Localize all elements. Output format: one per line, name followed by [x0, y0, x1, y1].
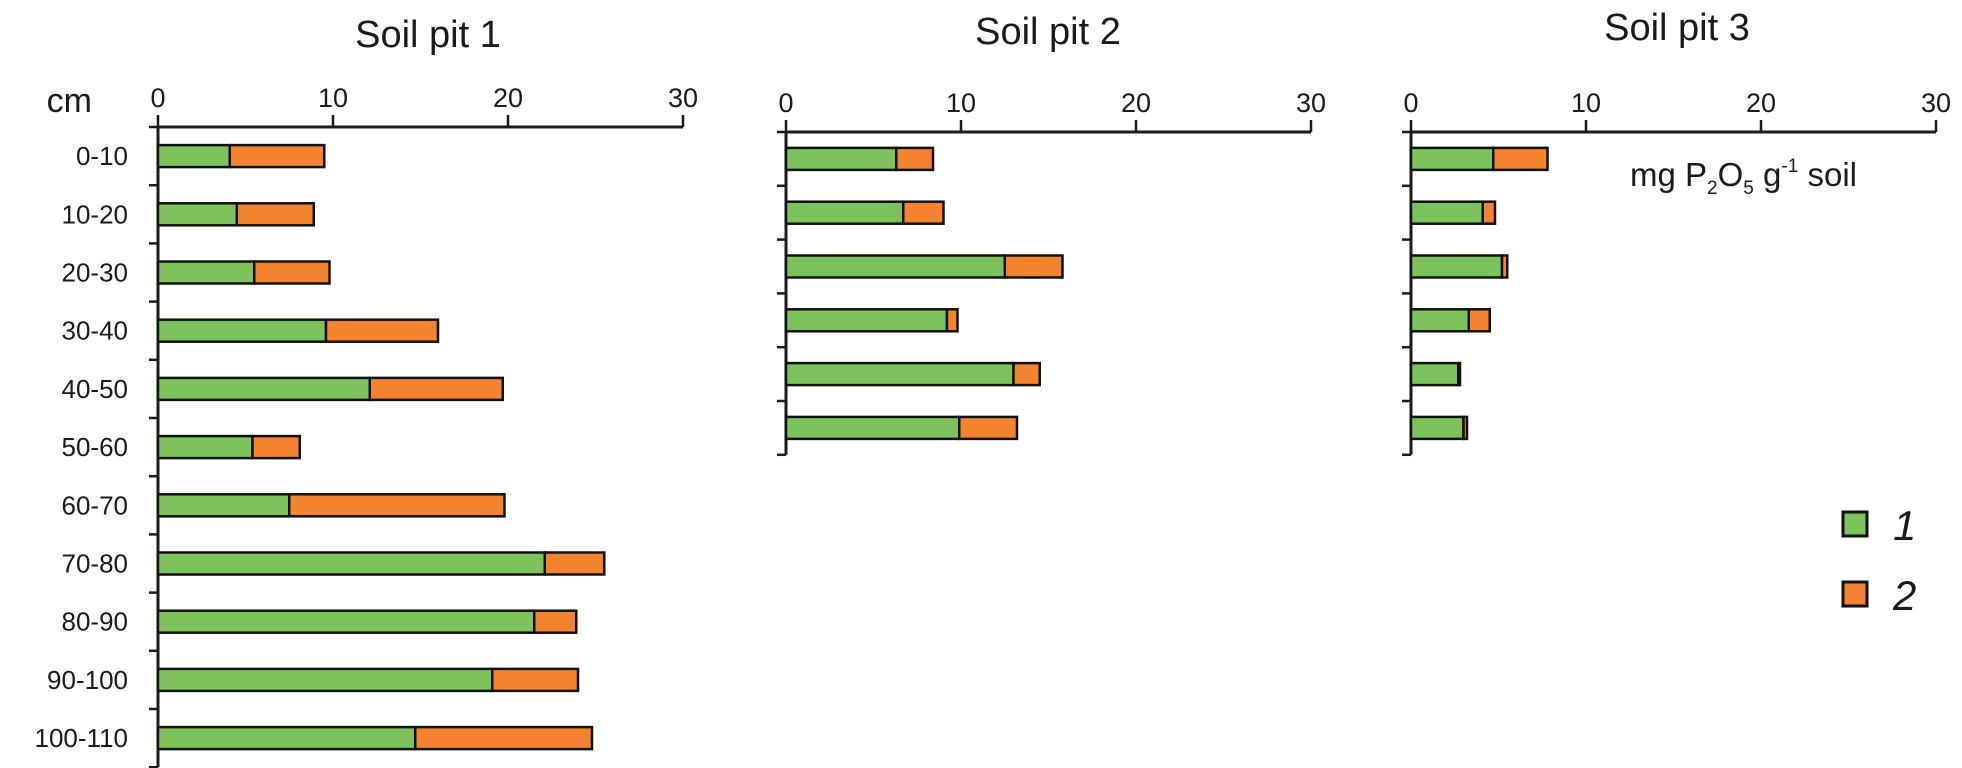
category-label: 40-50: [62, 374, 129, 404]
x-tick-label: 10: [946, 88, 976, 118]
category-label: 80-90: [62, 607, 129, 637]
x-tick-label: 0: [1403, 88, 1418, 118]
x-tick-label: 30: [1921, 88, 1951, 118]
bar-segment-series-2: [228, 143, 326, 169]
x-tick-label: 20: [1746, 88, 1776, 118]
bar-segment-series-2: [945, 308, 959, 333]
panel-2: Soil pit 2 0 10 20 30: [777, 11, 1326, 457]
bar-segment-series-1: [156, 143, 231, 169]
x-tick-label: 10: [318, 83, 348, 113]
bar-segment-series-1: [156, 493, 291, 518]
category-label: 30-40: [62, 316, 129, 346]
bar-segment-series-2: [253, 260, 331, 285]
panel-title: Soil pit 2: [975, 11, 1121, 53]
legend-swatch-series-1: [1841, 510, 1869, 538]
category-label: 0-10: [76, 141, 128, 171]
x-tick-label: 30: [1296, 88, 1326, 118]
category-label: 60-70: [62, 490, 129, 520]
bar-segment-series-1: [1409, 200, 1484, 225]
x-tick-label: 0: [150, 83, 165, 113]
bar-segment-series-1: [1409, 361, 1460, 387]
bar-segment-series-1: [784, 146, 898, 172]
legend-label-series-2: 2: [1892, 572, 1916, 619]
bar-segment-series-2: [251, 434, 301, 460]
bar-segment-series-2: [1467, 308, 1491, 333]
bar-segment-series-2: [902, 200, 945, 225]
unit-label-part: 5: [1743, 178, 1754, 199]
category-label: 20-30: [62, 258, 129, 288]
x-tick-label: 20: [493, 83, 523, 113]
bar-segment-series-1: [156, 202, 238, 227]
unit-label-part: 2: [1707, 178, 1718, 199]
panel-title: Soil pit 1: [355, 14, 501, 56]
x-tick-label: 20: [1121, 88, 1151, 118]
x-tick-label: 10: [1571, 88, 1601, 118]
legend: 12: [1841, 502, 1916, 619]
bar-segment-series-1: [156, 318, 328, 343]
category-label: 10-20: [62, 199, 129, 229]
bar-segment-series-2: [1457, 361, 1462, 387]
panel-3: Soil pit 3 0 10 20 30: [1402, 7, 1951, 457]
bar-segment-series-2: [533, 609, 578, 634]
bar-segment-series-1: [1409, 308, 1470, 333]
bar-segment-series-2: [1003, 254, 1064, 279]
bar-segment-series-1: [156, 551, 546, 576]
bar-segment-series-2: [324, 318, 440, 343]
bar-segment-series-1: [156, 376, 371, 402]
unit-label: mg P2O5 g-1 soil: [1630, 156, 1857, 199]
bar-segment-series-2: [491, 667, 580, 693]
bar-segment-series-2: [1500, 254, 1509, 279]
bar-segment-series-1: [784, 308, 949, 333]
bar-segment-series-1: [784, 361, 1015, 387]
bar-segment-series-2: [1481, 200, 1497, 225]
bar-segment-series-2: [288, 493, 506, 518]
unit-label-part: -1: [1781, 156, 1798, 177]
unit-label-part: O: [1718, 156, 1744, 193]
bar-segment-series-2: [895, 146, 935, 172]
bar-segment-series-2: [543, 551, 606, 576]
bar-segment-series-1: [156, 260, 256, 285]
bar-segment-series-1: [1409, 254, 1504, 279]
unit-label-part: soil: [1798, 156, 1857, 193]
bar-segment-series-2: [235, 202, 315, 227]
bar-segment-series-2: [958, 415, 1019, 441]
bar-segment-series-2: [1012, 361, 1041, 387]
legend-label-series-1: 1: [1893, 502, 1916, 549]
panel-1: Soil pit 1 0 10 20 30 0-10 10-20 20-30 30-40 40-5…: [35, 14, 698, 768]
category-label: 90-100: [47, 665, 128, 695]
unit-label-part: g: [1754, 156, 1782, 193]
x-tick-label: 0: [778, 88, 793, 118]
bar-segment-series-1: [784, 254, 1006, 279]
bar-segment-series-2: [414, 725, 594, 751]
category-label: 70-80: [62, 549, 129, 579]
bar-segment-series-1: [156, 434, 254, 460]
bar-segment-series-2: [1492, 146, 1549, 172]
bar-segment-series-1: [1409, 415, 1465, 441]
bar-segment-series-1: [784, 415, 961, 441]
panel-title: Soil pit 3: [1604, 7, 1750, 49]
unit-label-part: mg P: [1630, 156, 1707, 193]
bar-segment-series-2: [1462, 415, 1469, 441]
y-axis-title: cm: [47, 82, 92, 120]
category-label: 100-110: [35, 723, 129, 753]
bar-segment-series-1: [156, 667, 494, 693]
x-tick-label: 30: [668, 83, 698, 113]
bar-segment-series-2: [368, 376, 504, 402]
bar-segment-series-1: [784, 200, 905, 225]
bar-segment-series-1: [156, 609, 536, 634]
bar-segment-series-1: [156, 725, 417, 751]
legend-swatch-series-2: [1841, 580, 1869, 608]
category-label: 50-60: [62, 432, 129, 462]
bar-segment-series-1: [1409, 146, 1495, 172]
